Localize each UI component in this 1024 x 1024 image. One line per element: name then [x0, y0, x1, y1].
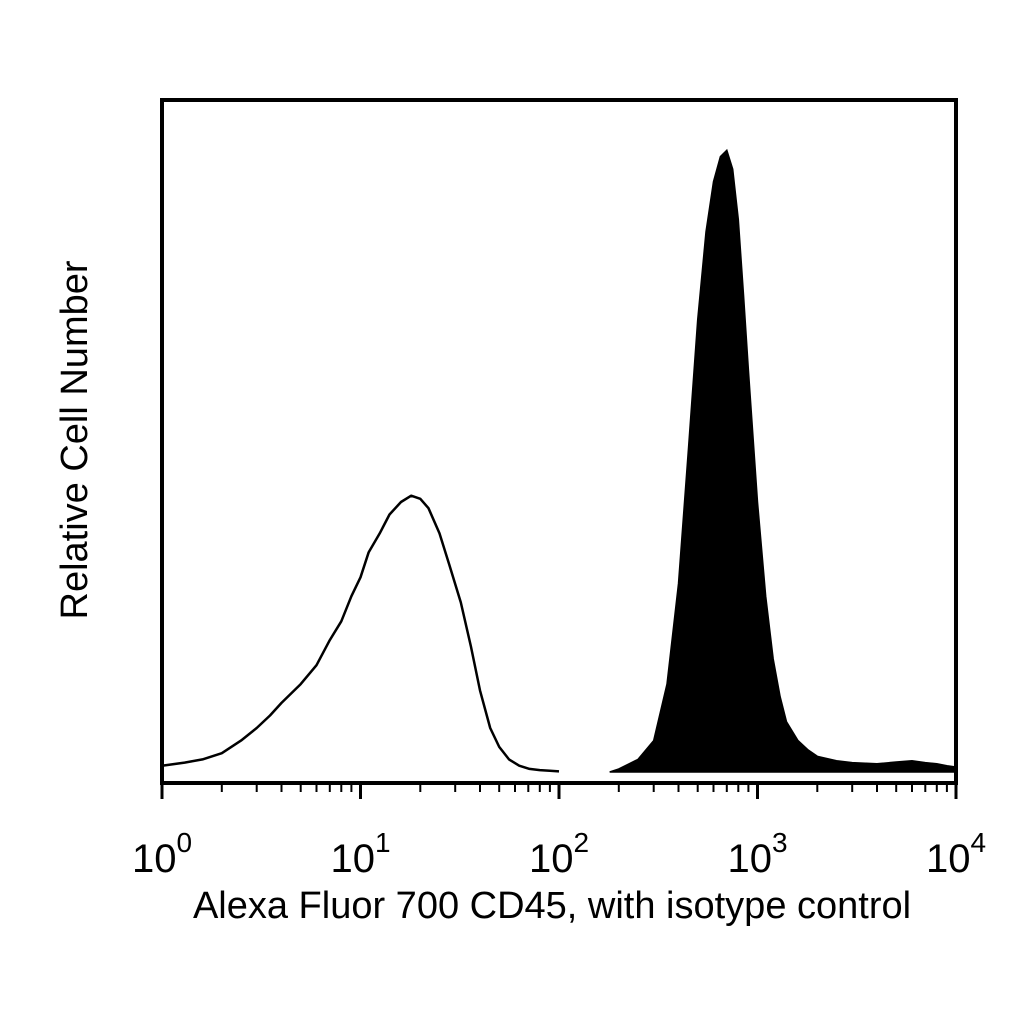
- x-axis-ticks: [160, 783, 958, 799]
- x-tick-label: 103: [727, 827, 787, 881]
- x-tick-label-exponent: 4: [970, 827, 986, 858]
- outline-histogram-series: [161, 494, 560, 773]
- x-tick-label-base: 10: [132, 837, 177, 881]
- plot-series: [161, 148, 957, 773]
- x-tick-label-exponent: 3: [772, 827, 788, 858]
- x-axis-tick-labels: 100 101 102 103 104: [132, 827, 986, 881]
- x-tick-label-base: 10: [529, 837, 574, 881]
- x-tick-label-base: 10: [926, 837, 971, 881]
- x-axis-title: Alexa Fluor 700 CD45, with isotype contr…: [193, 885, 911, 927]
- x-tick-label: 102: [529, 827, 589, 881]
- x-tick-label: 101: [330, 827, 390, 881]
- x-tick-label-base: 10: [330, 837, 375, 881]
- x-tick-label-exponent: 2: [573, 827, 589, 858]
- x-tick-label: 100: [132, 827, 192, 881]
- plot-frame: [160, 98, 958, 785]
- x-tick-label-exponent: 1: [375, 827, 391, 858]
- x-tick-label-exponent: 0: [176, 827, 192, 858]
- x-tick-label-base: 10: [727, 837, 772, 881]
- filled-histogram-series: [609, 148, 957, 773]
- x-tick-label: 104: [926, 827, 986, 881]
- y-axis-title: Relative Cell Number: [54, 260, 96, 619]
